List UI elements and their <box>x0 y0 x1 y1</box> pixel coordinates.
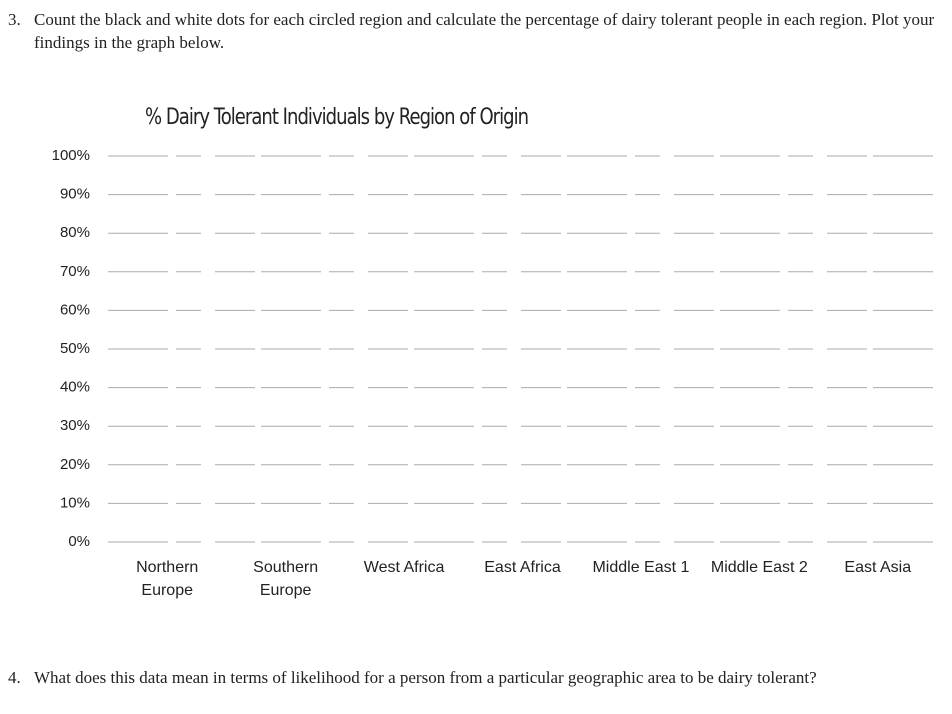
y-tick-label: 80% <box>60 224 90 241</box>
y-tick-label: 90% <box>60 186 90 203</box>
y-tick-label: 50% <box>60 340 90 357</box>
x-tick-label: East Africa <box>484 559 561 576</box>
y-tick-label: 100% <box>52 147 90 164</box>
x-tick-label: Southern Europe <box>253 559 319 599</box>
y-tick-label: 10% <box>60 494 90 511</box>
x-tick-label: Middle East 1 <box>592 559 690 576</box>
question-text: Count the black and white dots for each … <box>34 10 935 52</box>
y-tick-label: 0% <box>68 533 90 550</box>
question-number: 4. <box>8 668 21 687</box>
x-tick-label: Middle East 2 <box>710 559 808 576</box>
chart-title: % Dairy Tolerant Individuals by Region o… <box>145 103 528 129</box>
question-number: 3. <box>8 10 21 29</box>
y-tick-label: 30% <box>60 417 90 434</box>
y-tick-label: 40% <box>60 379 90 396</box>
question-text: What does this data mean in terms of lik… <box>34 668 817 687</box>
x-tick-label: Northern Europe <box>136 559 199 599</box>
y-tick-label: 70% <box>60 263 90 280</box>
y-tick-label: 60% <box>60 301 90 318</box>
y-tick-label: 20% <box>60 456 90 473</box>
x-tick-label: East Asia <box>844 559 912 576</box>
x-tick-label: West Africa <box>363 559 445 576</box>
